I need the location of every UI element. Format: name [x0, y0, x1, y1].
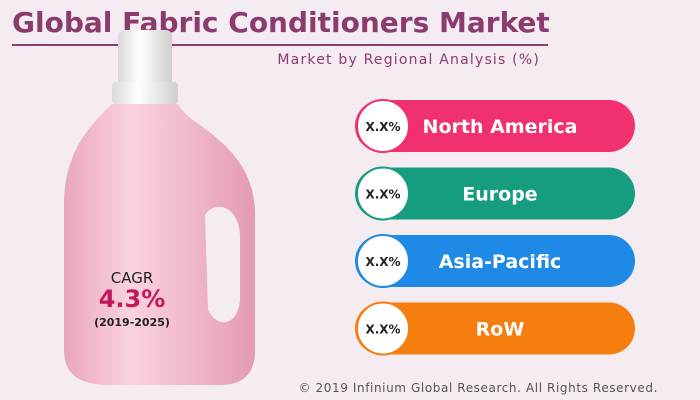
footer: © 2019 Infinium Global Research. All Rig…: [298, 381, 658, 395]
region-label: North America: [423, 116, 578, 138]
region-value: X.X%: [365, 323, 400, 337]
region-value: X.X%: [365, 255, 400, 269]
value-badge: [356, 166, 410, 221]
region-pill: [355, 167, 635, 220]
subtitle: Market by Regional Analysis (%): [277, 52, 540, 68]
region-label: Europe: [462, 184, 537, 206]
value-badge: [356, 301, 410, 356]
region-pill: [355, 100, 635, 152]
cagr-period: (2019-2025): [94, 316, 170, 329]
bottle: [64, 30, 255, 385]
region-value: X.X%: [365, 120, 400, 134]
region-label: Asia-Pacific: [439, 251, 562, 273]
cagr-value: 4.3%: [99, 285, 166, 313]
value-badge: [356, 234, 410, 288]
region-list: X.X% North America X.X% Europe X.X% Asia-Paci…: [355, 99, 635, 356]
region-pill: [355, 302, 635, 355]
region-value: X.X%: [365, 188, 400, 202]
cagr-label: CAGR: [111, 269, 154, 287]
title: Global Fabric Conditioners Market: [12, 6, 550, 39]
region-label: RoW: [476, 319, 525, 341]
region-pill: [355, 235, 635, 287]
value-badge: [356, 99, 410, 153]
